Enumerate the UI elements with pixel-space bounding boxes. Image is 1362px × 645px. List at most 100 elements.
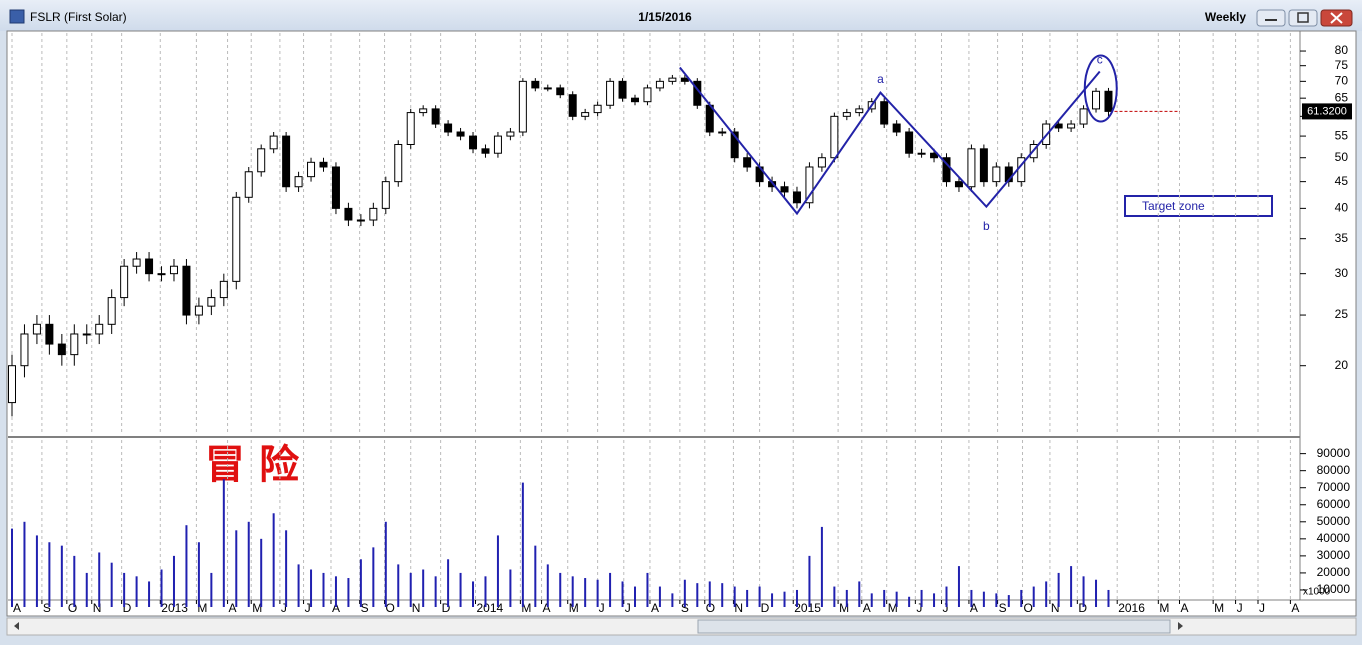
y-tick-label: 45 <box>1335 174 1349 188</box>
window-date: 1/15/2016 <box>638 10 692 24</box>
candle-body <box>394 143 403 183</box>
y-tick-label: 30 <box>1335 266 1349 280</box>
candle-body <box>431 108 440 125</box>
x-tick-label: N <box>1051 601 1060 615</box>
volume-bar <box>422 569 425 607</box>
candle-body <box>444 123 453 133</box>
wave-label: b <box>983 219 990 233</box>
candle-body <box>979 148 988 183</box>
volume-bar <box>870 593 873 607</box>
candle-body <box>232 196 241 282</box>
x-tick-label: J <box>625 601 631 615</box>
candle-body <box>120 265 129 299</box>
volume-bar <box>1045 581 1048 607</box>
x-tick-label: S <box>999 601 1007 615</box>
candle-body <box>307 161 316 178</box>
candle-body <box>880 101 889 125</box>
x-tick-label: 2015 <box>794 601 821 615</box>
volume-bar <box>135 576 138 607</box>
x-tick-label: A <box>332 601 340 615</box>
volume-bar <box>982 591 985 607</box>
y-tick-label: 40 <box>1335 201 1349 215</box>
candle-body <box>1079 108 1088 125</box>
volume-bar <box>384 521 387 607</box>
scroll-thumb[interactable] <box>697 619 1171 634</box>
candle-body <box>668 77 677 82</box>
volume-bar <box>970 589 973 607</box>
candle-body <box>593 104 602 114</box>
x-tick-label: J <box>281 601 287 615</box>
restore-button[interactable] <box>1288 9 1318 27</box>
candle-body <box>369 207 378 221</box>
candle-body <box>743 157 752 168</box>
window-title: FSLR (First Solar) <box>30 10 127 24</box>
volume-bar <box>1020 589 1023 607</box>
candle-body <box>531 80 540 89</box>
candle-body <box>680 77 689 82</box>
x-tick-label: M <box>252 601 262 615</box>
highlight-ellipse <box>1083 54 1118 123</box>
x-tick-label: J <box>1259 601 1265 615</box>
wave-line <box>679 66 1101 216</box>
volume-bar <box>995 593 998 607</box>
scroll-left[interactable] <box>14 622 19 630</box>
wave-label: c <box>1097 53 1103 67</box>
y-tick-label: 10000 <box>1317 582 1351 596</box>
volume-bar <box>123 572 126 607</box>
candle-body <box>1067 123 1076 129</box>
x-tick-label: M <box>1159 601 1169 615</box>
candle-body <box>942 157 951 183</box>
candle-body <box>331 166 340 209</box>
volume-bar <box>48 542 51 607</box>
x-tick-label: M <box>569 601 579 615</box>
x-tick-label: A <box>863 601 871 615</box>
x-tick-label: J <box>305 601 311 615</box>
candle-body <box>207 297 216 307</box>
volume-bar <box>920 589 923 607</box>
wave-label: a <box>877 72 884 86</box>
candle-body <box>606 80 615 106</box>
x-tick-label: 2014 <box>477 601 504 615</box>
candle-body <box>132 258 141 267</box>
candle-body <box>244 171 253 198</box>
volume-bar <box>708 581 711 607</box>
y-tick-label: 50000 <box>1317 514 1351 528</box>
y-tick-label: 75 <box>1335 58 1349 72</box>
volume-bar <box>185 525 188 607</box>
volume-bar <box>671 593 674 607</box>
scroll-right[interactable] <box>1178 622 1183 630</box>
volume-bar <box>98 552 101 607</box>
minimize-button[interactable] <box>1256 9 1286 27</box>
volume-bar <box>733 586 736 607</box>
x-tick-label: A <box>229 601 237 615</box>
x-tick-label: S <box>361 601 369 615</box>
volume-bar <box>359 559 362 607</box>
candle-body <box>182 265 191 316</box>
candle-body <box>145 258 154 275</box>
target-zone-label: Target zone <box>1142 199 1205 213</box>
volume-bar <box>310 569 313 607</box>
x-tick-label: N <box>93 601 102 615</box>
x-tick-label: A <box>1181 601 1189 615</box>
volume-bar <box>1082 576 1085 607</box>
candle-body <box>954 181 963 188</box>
x-tick-label: 2016 <box>1118 601 1145 615</box>
candle-body <box>70 333 79 356</box>
volume-bar <box>1107 589 1110 607</box>
volume-bar <box>60 545 63 607</box>
volume-bar <box>721 583 724 607</box>
candle-body <box>406 112 415 145</box>
x-tick-label: J <box>1237 601 1243 615</box>
x-tick-label: N <box>734 601 743 615</box>
volume-bar <box>534 545 537 607</box>
candle-body <box>356 219 365 222</box>
volume-bar <box>148 581 151 607</box>
volume-bar <box>73 555 76 607</box>
y-tick-label: 80 <box>1335 43 1349 57</box>
y-tick-label: 80000 <box>1317 463 1351 477</box>
candle-body <box>294 176 303 188</box>
x-tick-label: M <box>197 601 207 615</box>
volume-bar <box>658 586 661 607</box>
x-tick-label: A <box>1291 601 1299 615</box>
